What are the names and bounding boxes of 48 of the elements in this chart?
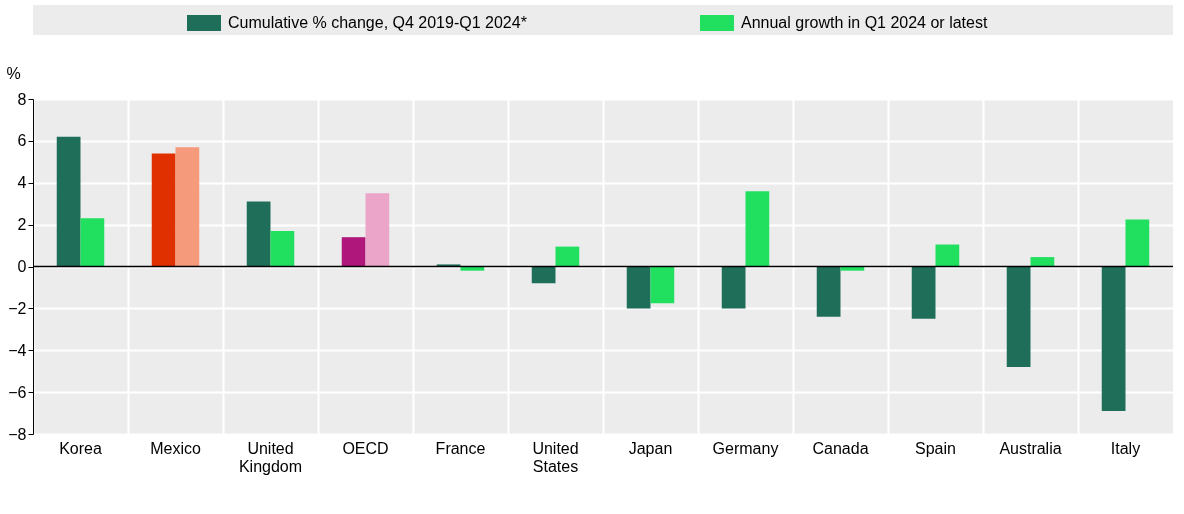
bar — [151, 153, 176, 267]
x-tick-label: Spain — [915, 439, 956, 457]
x-tick-label: OECD — [342, 439, 389, 457]
bar — [745, 191, 770, 267]
bar — [1125, 219, 1150, 267]
bar — [555, 246, 580, 267]
bar — [365, 193, 390, 267]
bar — [341, 237, 366, 267]
bar — [175, 147, 200, 267]
bar — [1006, 266, 1031, 367]
legend-label: Annual growth in Q1 2024 or latest — [741, 14, 988, 31]
y-tick-label: 6 — [17, 132, 27, 150]
y-tick-label: 4 — [17, 174, 27, 192]
bar — [816, 266, 841, 317]
x-tick-label: Germany — [712, 439, 779, 457]
bar — [650, 266, 675, 304]
bar — [436, 264, 461, 267]
bar — [935, 244, 960, 267]
y-tick-label: −2 — [8, 299, 27, 317]
y-axis-title: % — [6, 64, 21, 82]
bar — [1101, 266, 1126, 411]
y-tick-label: −8 — [8, 425, 27, 443]
bar — [80, 218, 105, 267]
y-tick-label: −6 — [8, 383, 27, 401]
x-tick-label: Japan — [628, 439, 673, 457]
bar — [460, 266, 485, 271]
x-tick-label: Italy — [1110, 439, 1141, 457]
legend-label: Cumulative % change, Q4 2019-Q1 2024* — [228, 14, 527, 31]
x-tick-label: Mexico — [150, 439, 201, 457]
bar — [840, 266, 865, 271]
bar — [626, 266, 651, 309]
bar — [270, 230, 295, 267]
x-tick-label: United States — [532, 439, 579, 475]
x-tick-label: Canada — [812, 439, 869, 457]
bar — [721, 266, 746, 309]
x-tick-label: Australia — [999, 439, 1062, 457]
y-tick-label: 2 — [17, 216, 27, 234]
y-tick-label: −4 — [8, 341, 27, 359]
bar — [911, 266, 936, 319]
y-tick-label: 0 — [17, 258, 27, 275]
bar — [56, 136, 81, 267]
x-tick-label: France — [435, 439, 486, 457]
x-tick-label: Korea — [59, 439, 102, 457]
bar — [1030, 257, 1055, 267]
bar — [246, 201, 271, 267]
x-tick-label: United Kingdom — [238, 439, 303, 475]
y-tick-label: 8 — [17, 90, 27, 108]
bar — [531, 266, 556, 284]
